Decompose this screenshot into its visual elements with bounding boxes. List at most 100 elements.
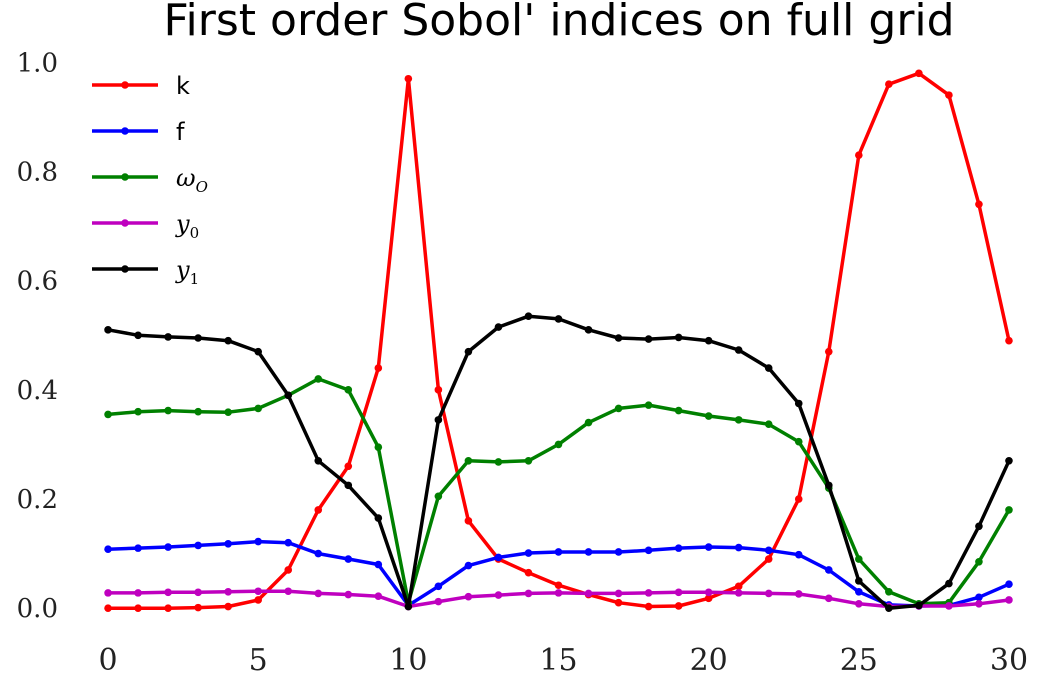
- data-point: [314, 375, 323, 383]
- data-point: [764, 546, 773, 555]
- x-tick-label: 0: [98, 643, 117, 678]
- data-point: [644, 546, 653, 555]
- data-point: [104, 604, 112, 612]
- legend-label: f: [176, 118, 185, 146]
- data-point: [134, 589, 142, 597]
- x-tick-label: 5: [249, 643, 268, 678]
- data-point: [404, 74, 413, 83]
- data-point: [524, 457, 533, 465]
- plot-frame: [62, 45, 1046, 631]
- data-point: [314, 457, 323, 465]
- data-point: [464, 592, 473, 601]
- data-point: [344, 590, 353, 599]
- x-tick-label: 10: [389, 643, 427, 678]
- data-point: [794, 590, 803, 598]
- data-point: [524, 568, 533, 577]
- x-axis: 0 5 10 15 20 25 30: [98, 643, 1028, 678]
- data-point: [344, 462, 353, 471]
- legend-label: y1: [175, 256, 199, 288]
- data-point: [224, 336, 232, 345]
- data-point: [374, 514, 383, 522]
- data-point: [764, 589, 773, 598]
- data-point: [374, 443, 383, 451]
- y-tick-label: 0.6: [17, 267, 58, 297]
- data-point: [975, 200, 983, 209]
- data-point: [554, 440, 563, 449]
- data-point: [254, 537, 262, 546]
- data-point: [1005, 506, 1013, 514]
- legend-marker: [121, 219, 129, 227]
- data-point: [855, 600, 863, 608]
- data-point: [224, 587, 232, 596]
- data-point: [674, 544, 683, 552]
- data-point: [644, 401, 653, 409]
- data-point: [254, 587, 262, 596]
- data-point: [494, 553, 503, 562]
- y-tick-label: 0.8: [17, 158, 58, 188]
- legend-label: k: [176, 72, 190, 100]
- legend-marker: [121, 127, 129, 135]
- data-point: [855, 555, 863, 563]
- data-point: [734, 346, 743, 354]
- data-point: [644, 335, 653, 343]
- legend-item: ωO: [92, 164, 208, 196]
- data-point: [554, 548, 563, 556]
- data-point: [494, 458, 503, 466]
- data-point: [644, 602, 653, 611]
- data-point: [344, 555, 353, 563]
- data-point: [434, 582, 443, 591]
- data-point: [194, 541, 202, 550]
- data-point: [824, 594, 833, 603]
- data-point: [494, 591, 503, 599]
- series-4: [104, 312, 1013, 612]
- data-point: [915, 69, 923, 78]
- data-point: [855, 151, 863, 159]
- data-point: [855, 577, 863, 585]
- data-point: [1005, 596, 1013, 604]
- data-point: [794, 550, 803, 559]
- data-point: [824, 481, 833, 490]
- data-point: [194, 334, 202, 342]
- data-point: [975, 593, 983, 602]
- data-point: [434, 386, 443, 394]
- data-point: [134, 544, 142, 552]
- data-point: [104, 545, 112, 554]
- data-point: [945, 579, 953, 588]
- x-tick-label: 20: [690, 643, 728, 678]
- data-point: [734, 582, 743, 591]
- series-3: [104, 587, 1013, 611]
- legend-item: y0: [92, 210, 199, 242]
- data-point: [1005, 580, 1013, 588]
- data-point: [885, 80, 893, 89]
- series-line: [106, 377, 1011, 606]
- data-point: [584, 326, 593, 334]
- data-point: [915, 601, 923, 610]
- data-point: [674, 602, 683, 610]
- series-0: [104, 69, 1013, 612]
- data-point: [284, 538, 293, 547]
- data-point: [704, 594, 713, 603]
- data-point: [704, 543, 713, 551]
- data-point: [794, 437, 803, 446]
- data-point: [464, 457, 473, 465]
- data-point: [794, 399, 803, 408]
- y-tick-label: 0.0: [17, 594, 58, 624]
- data-point: [614, 589, 623, 598]
- data-point: [824, 347, 833, 356]
- data-point: [885, 587, 893, 596]
- data-point: [374, 592, 383, 600]
- x-tick-label: 15: [539, 643, 577, 678]
- data-point: [1005, 457, 1013, 465]
- legend-marker: [121, 81, 129, 89]
- data-point: [885, 604, 893, 612]
- data-point: [554, 581, 563, 590]
- data-point: [794, 495, 803, 503]
- y-axis: 0.0 0.2 0.4 0.6 0.8 1.0: [17, 48, 58, 624]
- data-point: [524, 312, 533, 320]
- data-point: [764, 555, 773, 563]
- data-point: [224, 602, 232, 611]
- data-point: [104, 589, 112, 597]
- data-point: [164, 588, 172, 597]
- data-point: [194, 407, 202, 416]
